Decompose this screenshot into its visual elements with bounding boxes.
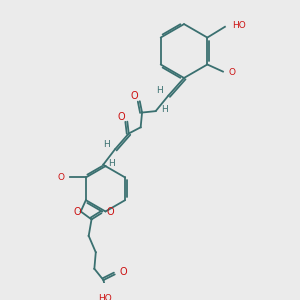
Text: HO: HO: [98, 294, 112, 300]
Text: O: O: [228, 68, 235, 77]
Text: O: O: [131, 91, 139, 101]
Text: O: O: [120, 267, 127, 277]
Text: HO: HO: [232, 21, 246, 30]
Text: O: O: [106, 207, 114, 217]
Text: O: O: [117, 112, 125, 122]
Text: H: H: [157, 86, 163, 95]
Text: O: O: [58, 173, 64, 182]
Text: H: H: [108, 159, 115, 168]
Text: O: O: [74, 207, 81, 217]
Text: H: H: [161, 105, 167, 114]
Text: H: H: [103, 140, 110, 148]
